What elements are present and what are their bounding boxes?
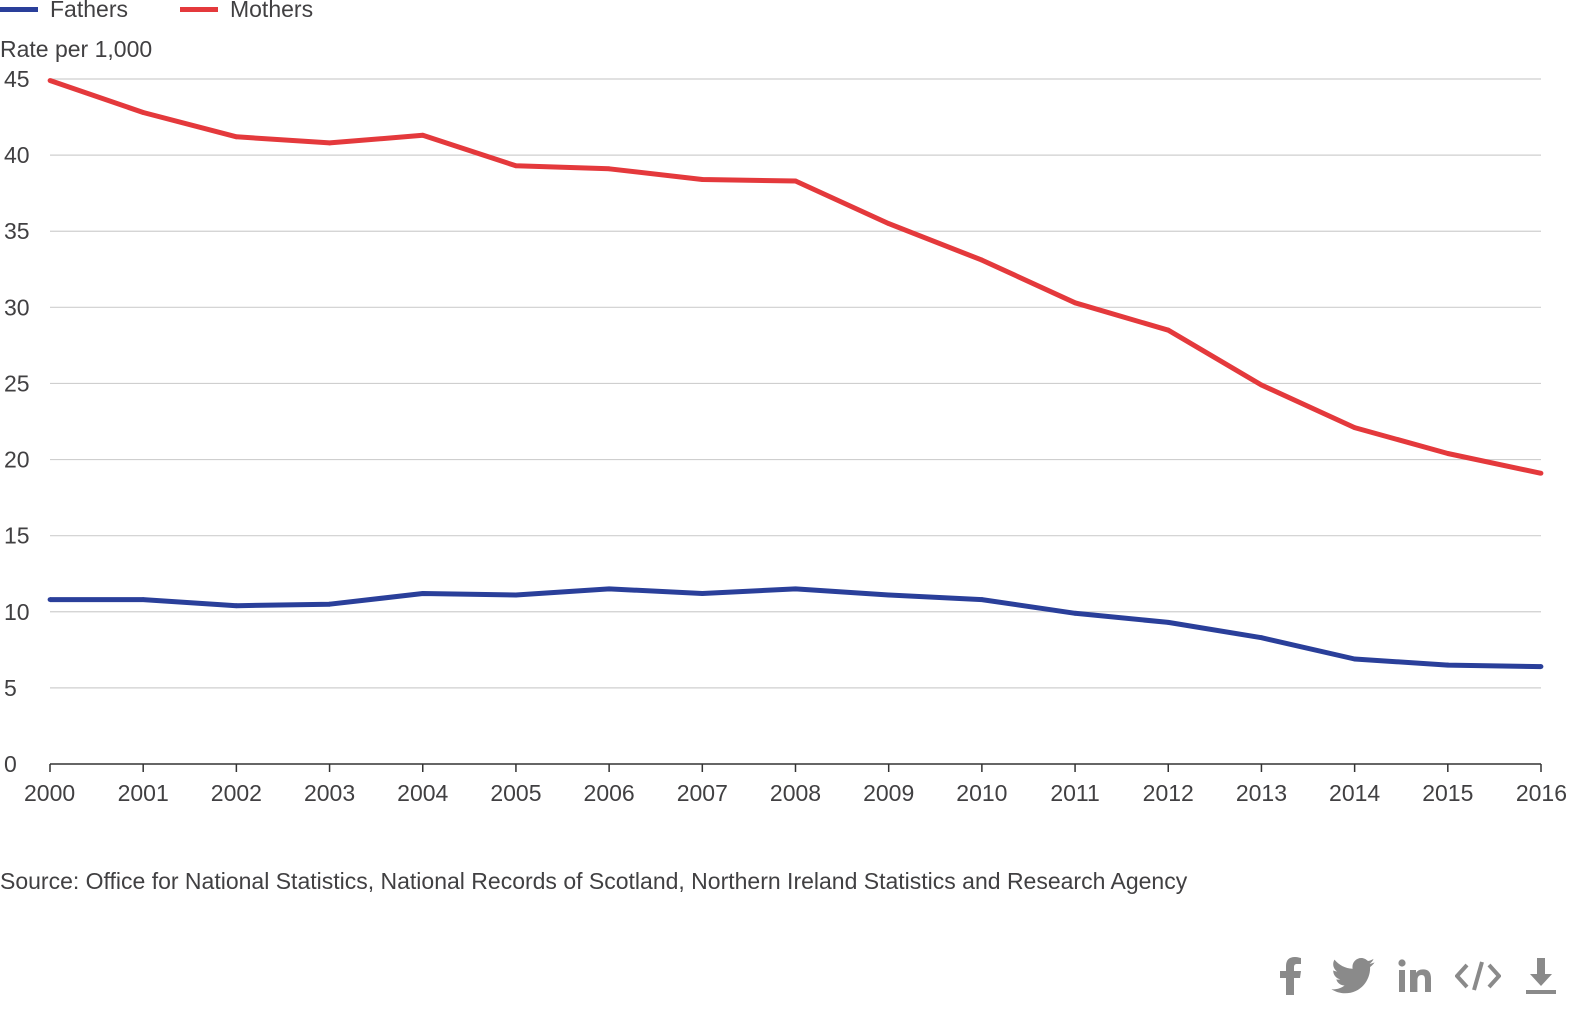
data-point-fathers — [47, 597, 53, 602]
y-tick-label: 10 — [4, 599, 30, 625]
data-point-mothers — [1538, 470, 1544, 476]
line-chart: 0 5 10 15 20 25 30 35 40 45 2000 2001 2002 2003 2004 20… — [4, 66, 1567, 806]
x-tick-label: 2005 — [490, 780, 541, 806]
data-point-mothers — [140, 110, 146, 115]
data-point-mothers — [886, 221, 892, 227]
x-tick-label: 2014 — [1329, 780, 1380, 806]
download-icon[interactable] — [1524, 956, 1558, 996]
data-point-mothers — [606, 166, 612, 172]
data-point-fathers — [140, 597, 146, 602]
data-point-fathers — [1165, 620, 1171, 625]
data-point-mothers — [793, 178, 798, 184]
x-tick-label: 2013 — [1236, 780, 1287, 806]
legend-item-mothers: Mothers — [179, 0, 314, 23]
y-tick-label: 5 — [4, 675, 17, 701]
facebook-icon[interactable] — [1276, 956, 1306, 996]
legend-label-fathers: Fathers — [50, 0, 128, 22]
x-tick-label: 2016 — [1516, 780, 1567, 806]
x-tick-label: 2003 — [304, 780, 355, 806]
data-point-mothers — [1352, 425, 1358, 430]
data-point-mothers — [1165, 327, 1171, 333]
x-tick-label: 2008 — [770, 780, 821, 806]
y-tick-label: 40 — [4, 142, 30, 168]
data-point-fathers — [513, 592, 519, 598]
y-tick-label: 35 — [4, 218, 30, 244]
x-tick-label: 2006 — [584, 780, 635, 806]
data-point-mothers — [979, 257, 985, 263]
embed-code-icon[interactable] — [1454, 956, 1502, 996]
data-point-fathers — [606, 586, 612, 592]
x-tick-label: 2010 — [956, 780, 1007, 806]
data-point-mothers — [1259, 382, 1264, 388]
y-tick-label: 25 — [4, 370, 30, 396]
data-point-mothers — [699, 177, 705, 182]
data-point-mothers — [327, 140, 332, 146]
data-point-fathers — [699, 591, 705, 596]
legend-label-mothers: Mothers — [229, 0, 314, 22]
data-point-fathers — [233, 603, 239, 609]
data-point-fathers — [327, 601, 332, 607]
y-tick-label: 15 — [4, 523, 30, 549]
data-point-fathers — [979, 597, 985, 602]
series-line-fathers — [50, 586, 1542, 670]
x-tick-label: 2002 — [211, 780, 262, 806]
x-tick-label: 2012 — [1143, 780, 1194, 806]
twitter-icon[interactable] — [1330, 956, 1376, 996]
y-tick-label: 0 — [4, 751, 17, 777]
y-tick-label: 30 — [4, 294, 30, 320]
linkedin-icon[interactable] — [1396, 956, 1436, 996]
series-line-mothers — [49, 78, 1542, 476]
data-point-mothers — [233, 134, 239, 140]
x-tick-label: 2015 — [1422, 780, 1473, 806]
data-point-mothers — [513, 163, 519, 169]
data-point-fathers — [886, 592, 892, 598]
y-tick-label: 45 — [4, 66, 30, 92]
data-point-fathers — [1072, 610, 1078, 616]
data-point-mothers — [1072, 300, 1078, 306]
y-axis-label: Rate per 1,000 — [0, 36, 153, 62]
legend-swatch-fathers — [0, 7, 38, 12]
data-point-mothers — [420, 132, 426, 138]
data-point-fathers — [1538, 664, 1544, 669]
data-point-fathers — [420, 591, 426, 596]
legend-item-fathers: Fathers — [0, 0, 128, 23]
x-tick-label: 2004 — [397, 780, 448, 806]
data-point-mothers — [1445, 451, 1451, 456]
x-tick-label: 2000 — [24, 780, 75, 806]
x-tick-label: 2001 — [118, 780, 169, 806]
data-point-fathers — [1445, 662, 1451, 668]
x-tick-label: 2011 — [1050, 780, 1099, 806]
legend: Fathers Mothers — [0, 0, 365, 23]
y-tick-label: 20 — [4, 447, 30, 473]
data-point-fathers — [1259, 635, 1264, 641]
legend-swatch-mothers — [179, 7, 218, 12]
data-point-fathers — [793, 586, 798, 592]
data-point-mothers — [47, 78, 53, 83]
data-point-fathers — [1352, 656, 1358, 662]
source-note: Source: Office for National Statistics, … — [0, 868, 1188, 894]
x-tick-label: 2007 — [677, 780, 728, 806]
x-tick-label: 2009 — [863, 780, 914, 806]
